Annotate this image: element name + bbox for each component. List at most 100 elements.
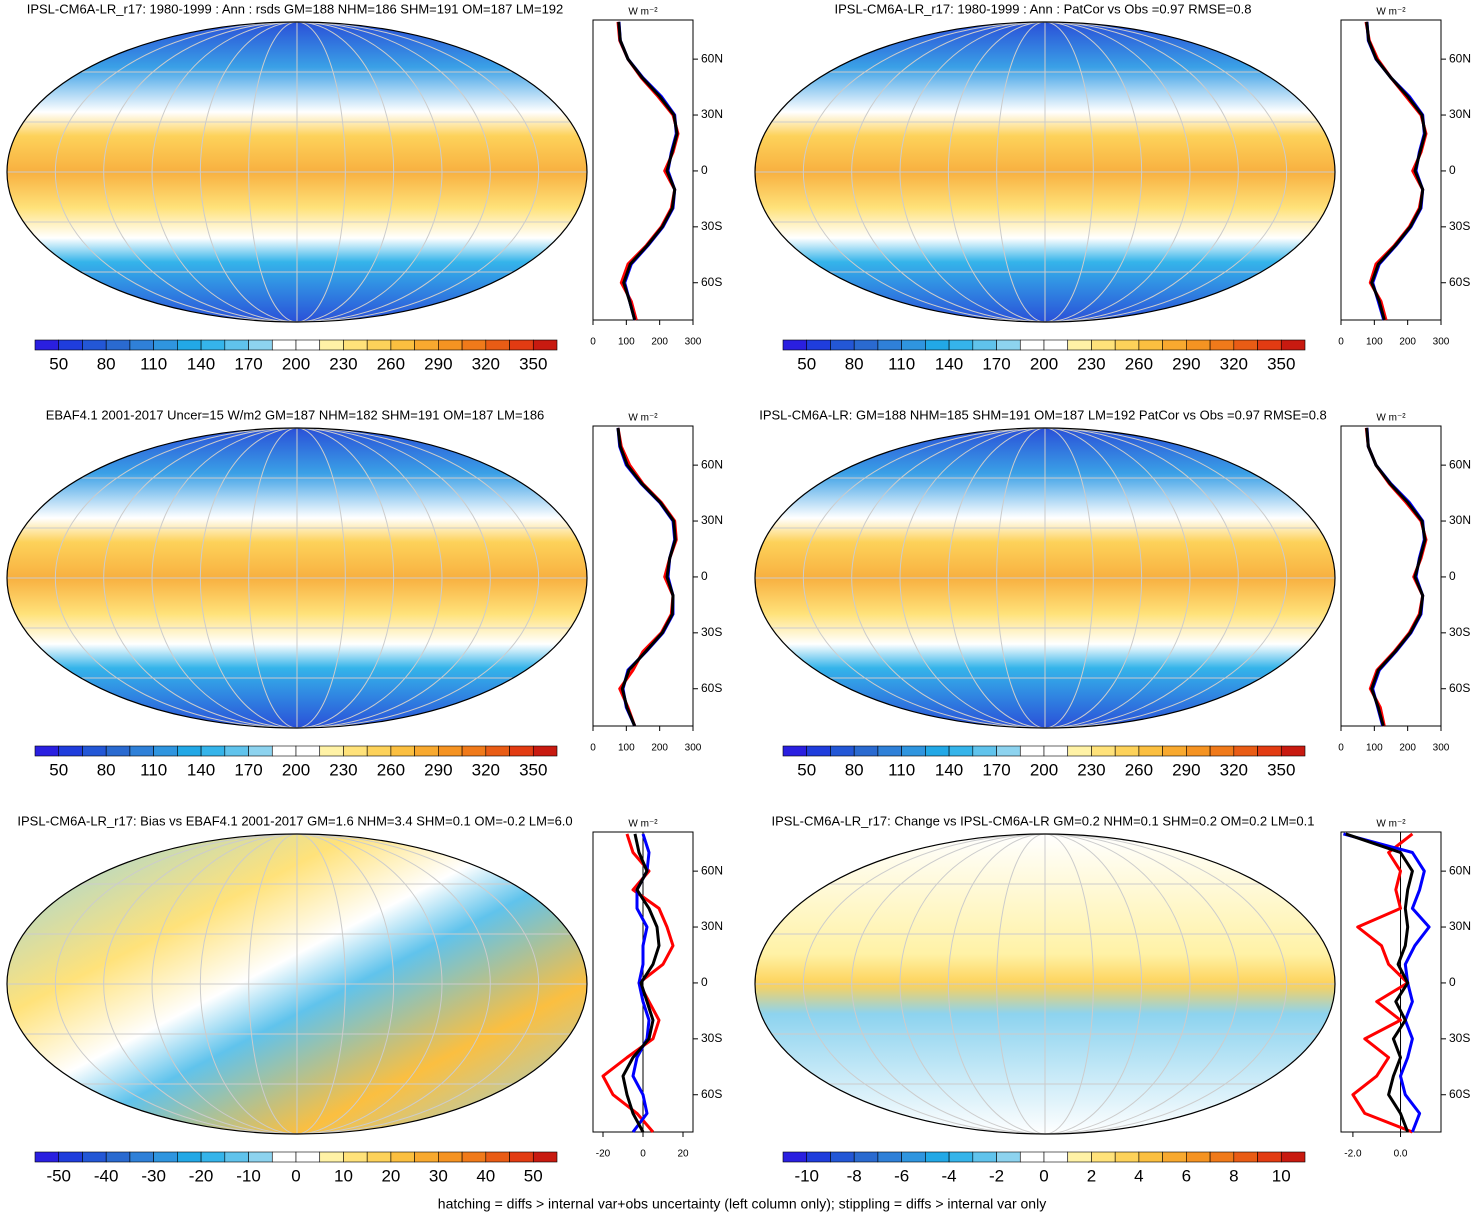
colorbar-label: 30 [429, 1166, 448, 1185]
unit-label: W m⁻² [628, 7, 658, 18]
colorbar-label: 230 [329, 760, 357, 779]
colorbar-box [343, 745, 368, 757]
colorbar-box [509, 1151, 534, 1163]
colorbar-box [782, 339, 808, 351]
colorbar-box [58, 1151, 83, 1163]
colorbar-label: 50 [797, 354, 816, 373]
colorbar-box [996, 745, 1021, 757]
unit-label: W m⁻² [628, 413, 658, 424]
colorbar-box [414, 1151, 439, 1163]
colorbar-label: 140 [187, 354, 215, 373]
colorbar-label: 260 [377, 760, 405, 779]
map-title: EBAF4.1 2001-2017 Uncer=15 W/m2 GM=187 N… [46, 407, 545, 422]
y-tick-label: 60S [701, 275, 722, 289]
colorbar-label: 110 [888, 354, 915, 373]
graticule [54, 428, 540, 728]
graticule [151, 428, 443, 728]
colorbar-box [782, 745, 808, 757]
colorbar-box [271, 1151, 297, 1163]
colorbar-box [485, 1151, 510, 1163]
y-tick-label: 0 [1449, 163, 1456, 177]
colorbar-box [925, 339, 950, 351]
colorbar-box [295, 745, 321, 757]
colorbar-label: 50 [49, 354, 68, 373]
colorbar-label: 80 [845, 760, 864, 779]
x-tick-label: -2.0 [1344, 1149, 1362, 1160]
graticule [996, 834, 1094, 1134]
colorbar-label: 80 [97, 760, 116, 779]
colorbar-box [271, 339, 297, 351]
map [755, 834, 1335, 1134]
x-tick-label: 0 [590, 337, 596, 348]
profile-frame [592, 425, 694, 727]
y-tick-label: 30N [701, 107, 723, 121]
graticule [899, 834, 1191, 1134]
colorbar-box [1280, 745, 1306, 757]
graticule [947, 22, 1143, 322]
colorbar-box [1186, 1151, 1211, 1163]
colorbar-label: 320 [472, 354, 500, 373]
colorbar-label: 290 [1172, 760, 1200, 779]
colorbar-box [390, 745, 415, 757]
colorbar-box [461, 1151, 487, 1163]
colorbar-label: -30 [141, 1166, 166, 1185]
x-tick-label: 100 [618, 337, 635, 348]
colorbar-box [1091, 745, 1116, 757]
y-tick-label: 0 [701, 975, 708, 989]
graticule [54, 22, 540, 322]
colorbar-label: 200 [1030, 760, 1058, 779]
unit-label: W m⁻² [628, 819, 658, 830]
colorbar-box [438, 745, 463, 757]
colorbar-box [1067, 1151, 1092, 1163]
colorbar-box [177, 339, 202, 351]
colorbar-box [414, 745, 439, 757]
graticule [199, 834, 395, 1134]
y-tick-label: 60N [1449, 51, 1471, 65]
x-tick-label: 300 [685, 743, 702, 754]
colorbar-label: 10 [334, 1166, 353, 1185]
colorbar-label: 260 [377, 354, 405, 373]
x-tick-label: 200 [651, 337, 668, 348]
colorbar-box [366, 745, 392, 757]
colorbar-label: 350 [1267, 760, 1295, 779]
colorbar-box [1186, 745, 1211, 757]
graticule [947, 834, 1143, 1134]
graticule [103, 428, 491, 728]
colorbar-box [509, 745, 534, 757]
y-tick-label: 30S [1449, 1031, 1470, 1045]
colorbar-box [782, 1151, 808, 1163]
colorbar-box [438, 1151, 463, 1163]
colorbar-box [1114, 745, 1140, 757]
map-title: IPSL-CM6A-LR_r17: 1980-1999 : Ann : PatC… [835, 1, 1252, 16]
colorbar-box [1209, 339, 1235, 351]
colorbar-box [1280, 1151, 1306, 1163]
x-tick-label: 0.0 [1394, 1149, 1408, 1160]
graticule [151, 22, 443, 322]
colorbar-label: 230 [329, 354, 357, 373]
colorbar-box [319, 1151, 344, 1163]
colorbar-label: 230 [1077, 760, 1105, 779]
colorbar-box [1043, 339, 1069, 351]
colorbar-label: -20 [189, 1166, 214, 1185]
graticule [248, 22, 346, 322]
colorbar-box [1257, 745, 1282, 757]
map [7, 22, 587, 322]
colorbar-box [925, 745, 950, 757]
colorbar-box [1043, 1151, 1069, 1163]
colorbar-label: 110 [888, 760, 915, 779]
colorbar-box [1043, 745, 1069, 757]
colorbar-box [1091, 1151, 1116, 1163]
map-title: IPSL-CM6A-LR: GM=188 NHM=185 SHM=191 OM=… [759, 407, 1327, 422]
map-border [754, 21, 1336, 323]
colorbar-box [1209, 1151, 1235, 1163]
graticule [947, 428, 1143, 728]
colorbar-box [509, 339, 534, 351]
colorbar-box [153, 745, 178, 757]
colorbar-box [1233, 745, 1258, 757]
colorbar-box [972, 1151, 997, 1163]
colorbar-box [295, 1151, 321, 1163]
graticule [996, 428, 1094, 728]
y-tick-label: 0 [1449, 569, 1456, 583]
profile-line [621, 833, 661, 1133]
colorbar-label: 170 [982, 760, 1010, 779]
